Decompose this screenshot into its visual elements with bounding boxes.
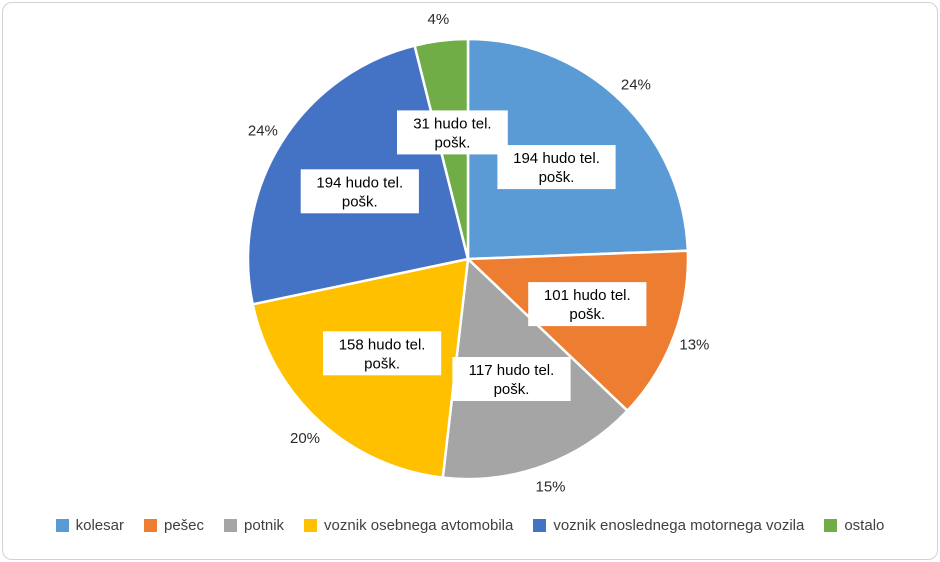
data-label-box [497,145,616,190]
data-label-text: 194 hudo tel. [513,150,600,167]
legend-item-kolesar[interactable]: kolesar [55,516,124,534]
legend-label: ostalo [844,516,885,534]
data-label-box [323,331,442,376]
data-label-box [528,282,647,327]
legend-item-voznik-osebnega-avtomobila[interactable]: voznik osebnega avtomobila [304,517,513,534]
percent-label-voznik-enoslednega-motornega-vozila: 24% [248,123,278,140]
percent-label-ostalo: 4% [428,11,450,28]
percent-label-voznik-osebnega-avtomobila: 20% [290,430,320,447]
data-label-box [452,357,571,401]
legend-item-voznik-enoslednega-motornega-vozila[interactable]: voznik enoslednega motornega vozila [533,517,804,534]
data-label-text: pošk. [434,134,470,151]
data-label-pesec: 101 hudo tel. pošk. [528,282,647,327]
legend-item-potnik[interactable]: potnik [224,517,284,534]
data-label-text: 101 hudo tel. [544,287,631,304]
data-label-text: 31 hudo tel. [413,115,491,132]
legend-marker-voznik-osebnega-avtomobila [304,518,318,532]
data-label-text: pošk. [364,355,400,372]
data-label-voznik-osebnega-avtomobila: 158 hudo tel. pošk. [323,331,442,376]
data-label-box [300,169,419,214]
chart-legend: kolesar pešec potnik voznik osebnega avtomo… [3,509,937,541]
legend-label: pešec [163,516,205,534]
data-label-box [397,110,508,155]
percent-label-pesec: 13% [679,337,709,354]
data-label-text: 117 hudo tel. [469,362,555,379]
legend-marker-pesec [143,518,157,532]
legend-label: kolesar [75,516,124,534]
legend-label: voznik enoslednega motornega vozila [553,516,805,534]
data-label-text: pošk. [342,193,378,210]
data-label-kolesar: 194 hudo tel. pošk. [497,145,616,190]
pie-chart: 194 hudo tel.pošk.24%101 hudo tel.pošk.1… [246,11,709,496]
percent-label-kolesar: 24% [621,77,651,94]
legend-marker-voznik-enoslednega-motornega-vozila [533,518,547,532]
data-label-text: pošk. [569,306,605,323]
legend-item-pesec[interactable]: pešec [143,516,205,534]
data-label-voznik-enoslednega-motornega-vozila: 194 hudo tel. pošk. [300,169,419,214]
legend-marker-kolesar [55,518,69,532]
legend-label: voznik osebnega avtomobila [324,516,514,534]
legend-item-ostalo[interactable]: ostalo [824,517,884,534]
data-label-text: pošk. [494,381,530,398]
legend-marker-ostalo [824,518,838,532]
legend-label: potnik [244,516,285,534]
data-label-text: pošk. [539,169,575,186]
data-label-ostalo: 31 hudo tel. pošk. [397,110,508,155]
data-label-text: 158 hudo tel. [339,336,426,353]
data-label-potnik: 117 hudo tel. pošk. [452,357,571,401]
data-label-text: 194 hudo tel. [316,174,403,191]
percent-label-potnik: 15% [535,479,565,496]
legend-marker-potnik [224,518,238,532]
